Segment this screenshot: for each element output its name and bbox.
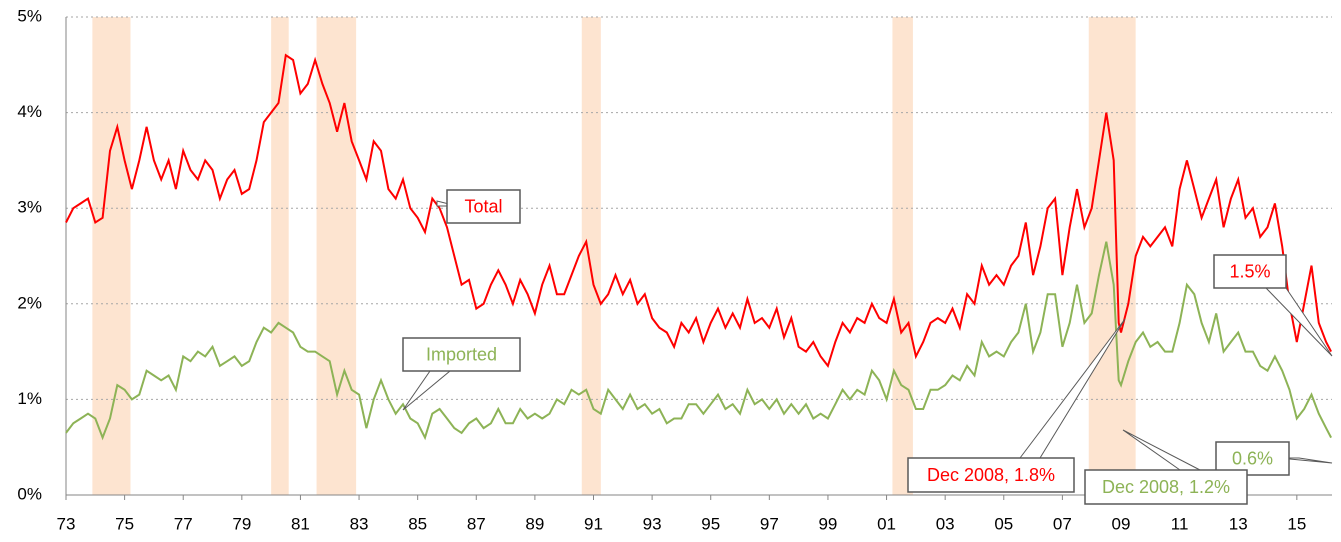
callout-box <box>402 337 521 372</box>
callout: Dec 2008, 1.8% <box>907 318 1126 493</box>
x-tick-label: 95 <box>701 514 720 533</box>
callout-box <box>1084 469 1248 505</box>
annotation: 0.6% <box>1232 448 1273 468</box>
annotation: Dec 2008, 1.2% <box>1102 477 1230 497</box>
x-tick-label: 75 <box>115 514 134 533</box>
x-tick-label: 09 <box>1112 514 1131 533</box>
shaded-period <box>316 17 357 495</box>
annotation: Total <box>464 196 502 216</box>
y-tick-label: 3% <box>17 198 42 217</box>
callout-pointer <box>1264 287 1333 357</box>
callout-box <box>907 457 1075 493</box>
x-tick-label: 89 <box>525 514 544 533</box>
callout: Dec 2008, 1.2% <box>1084 429 1248 505</box>
callout-box <box>446 189 521 224</box>
annotation: Imported <box>426 344 497 364</box>
series-line <box>65 241 1332 441</box>
x-tick-label: 87 <box>467 514 486 533</box>
x-tick-label: 05 <box>994 514 1013 533</box>
x-tick-label: 11 <box>1171 514 1189 533</box>
series-line <box>65 53 1332 369</box>
y-tick-label: 5% <box>17 6 42 25</box>
shaded-period <box>892 17 913 495</box>
x-tick-label: 01 <box>877 514 896 533</box>
x-tick-label: 81 <box>291 514 310 533</box>
x-tick-label: 77 <box>174 514 193 533</box>
y-tick-label: 0% <box>17 484 42 503</box>
x-tick-label: 83 <box>350 514 369 533</box>
x-tick-label: 15 <box>1287 514 1306 533</box>
y-tick-label: 2% <box>17 293 42 312</box>
x-tick-label: 13 <box>1229 514 1248 533</box>
x-tick-label: 85 <box>408 514 427 533</box>
callout: Imported <box>402 337 521 411</box>
callout-pointer <box>402 370 452 411</box>
x-tick-label: 79 <box>232 514 251 533</box>
shaded-period <box>1088 17 1136 495</box>
y-tick-label: 4% <box>17 102 42 121</box>
x-tick-label: 99 <box>818 514 837 533</box>
y-tick-label: 1% <box>17 389 42 408</box>
x-tick-label: 07 <box>1053 514 1072 533</box>
x-tick-label: 91 <box>584 514 603 533</box>
x-tick-label: 73 <box>57 514 76 533</box>
annotation: 1.5% <box>1229 261 1270 281</box>
callout-box <box>1213 254 1287 289</box>
x-tick-label: 97 <box>760 514 779 533</box>
callout: Total <box>436 189 521 224</box>
annotation: Dec 2008, 1.8% <box>927 465 1055 485</box>
shaded-period <box>581 17 601 495</box>
x-tick-label: 03 <box>936 514 955 533</box>
shaded-period <box>271 17 289 495</box>
x-tick-label: 93 <box>643 514 662 533</box>
callout: 1.5% <box>1213 254 1333 357</box>
